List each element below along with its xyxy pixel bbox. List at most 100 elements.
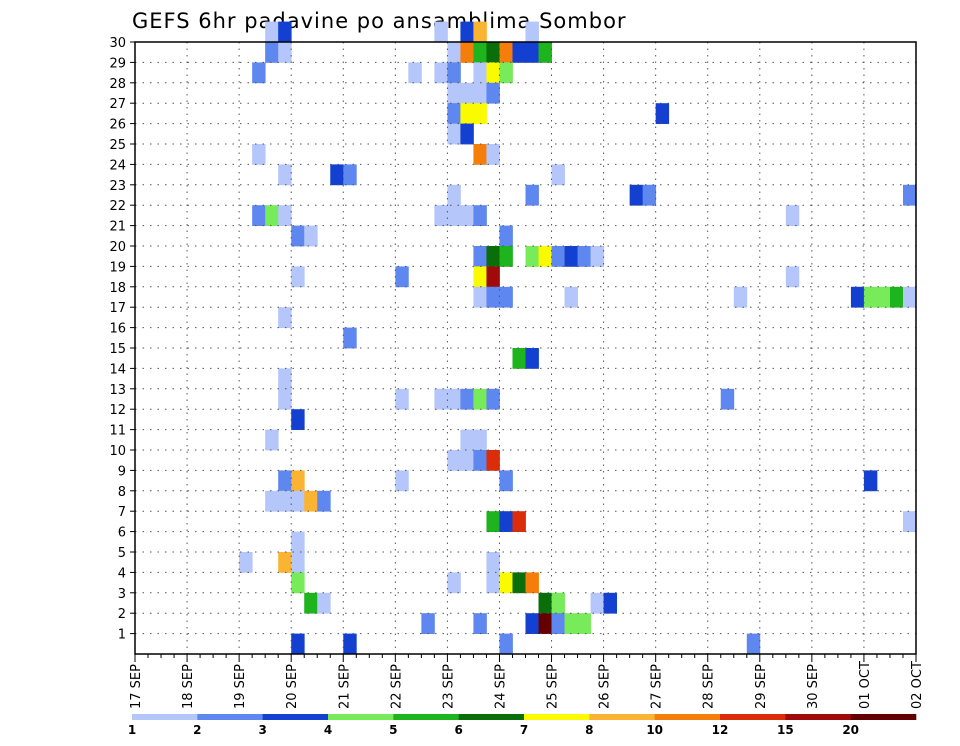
y-tick-label: 4 (118, 566, 126, 581)
heatmap-cell (473, 144, 487, 165)
y-tick-label: 7 (118, 505, 126, 520)
heatmap-cell (590, 246, 604, 267)
heatmap-cell (499, 633, 513, 655)
heatmap-cell (629, 184, 644, 206)
heatmap-cell (278, 470, 292, 492)
y-tick-label: 19 (109, 260, 126, 275)
heatmap-cell (304, 225, 318, 247)
heatmap-cell (538, 592, 552, 614)
y-axis: 1234567891011121314151617181920212223242… (109, 36, 135, 643)
heatmap-cell (551, 592, 565, 614)
heatmap-cell (278, 368, 292, 390)
colorbar-legend: 1 2 3 4 5 6 7 8 10 12 15 20 (128, 714, 917, 737)
x-tick-label: 27 SEP (650, 664, 665, 709)
colorbar-swatch (654, 714, 721, 720)
heatmap-cell (304, 490, 318, 512)
colorbar-swatch (393, 714, 459, 720)
heatmap-cell (460, 82, 474, 104)
heatmap-cell (551, 613, 565, 634)
heatmap-cell (434, 21, 448, 43)
colorbar-label: 8 (585, 723, 593, 737)
heatmap-cell (278, 552, 292, 573)
heatmap-cell (473, 450, 487, 471)
heatmap-cell (499, 42, 513, 63)
heatmap-cell (239, 552, 253, 573)
heatmap-cell (291, 633, 305, 655)
y-tick-label: 11 (109, 424, 126, 439)
heatmap-cell (447, 184, 461, 206)
heatmap-cell (447, 62, 461, 84)
heatmap-cell (538, 246, 552, 267)
heatmap-cell (447, 82, 461, 104)
colorbar-label: 1 (128, 723, 136, 737)
heatmap-cell (252, 144, 266, 165)
heatmap-cell (460, 388, 474, 410)
heatmap-cell (863, 470, 878, 492)
colorbar-label: 3 (258, 723, 266, 737)
x-tick-label: 24 SEP (493, 664, 508, 709)
colorbar-swatch (524, 714, 590, 720)
x-tick-label: 18 SEP (181, 664, 196, 709)
y-tick-label: 14 (109, 362, 126, 377)
x-tick-label: 23 SEP (441, 664, 456, 709)
heatmap-cell (252, 205, 266, 226)
heatmap-cell (291, 552, 305, 573)
x-tick-label: 01 OCT (858, 661, 873, 709)
colorbar-label: 2 (193, 723, 201, 737)
y-tick-label: 13 (109, 383, 126, 398)
colorbar-label: 6 (454, 723, 462, 737)
heatmap-cell (863, 286, 878, 308)
heatmap-cell (473, 613, 487, 634)
heatmap-cell (876, 286, 891, 308)
heatmap-cell (538, 613, 552, 634)
heatmap-cell (902, 286, 917, 308)
heatmap-cell (291, 470, 305, 492)
colorbar-swatch (197, 714, 263, 720)
heatmap-cell (278, 164, 292, 186)
heatmap-cell (278, 307, 292, 328)
heatmap-cell (889, 286, 904, 308)
heatmap-cell (525, 572, 539, 594)
heatmap-cell (473, 21, 487, 43)
heatmap-cell (265, 490, 279, 512)
heatmap-cell (512, 42, 526, 63)
heatmap-cell (278, 388, 292, 410)
heatmap-cell (655, 103, 670, 124)
x-tick-label: 02 OCT (910, 661, 925, 709)
heatmap-cell (473, 42, 487, 63)
heatmap-cell (486, 246, 500, 267)
x-tick-label: 21 SEP (337, 664, 352, 709)
y-tick-label: 26 (109, 118, 126, 133)
y-tick-label: 10 (109, 444, 126, 459)
heatmap-cell (473, 82, 487, 104)
heatmap-cell (317, 592, 331, 614)
heatmap-cells (239, 21, 917, 655)
y-tick-label: 22 (109, 199, 126, 214)
heatmap-cell (525, 348, 539, 369)
heatmap-cell (486, 572, 500, 594)
heatmap-cell (434, 62, 448, 84)
colorbar-swatch (132, 714, 198, 720)
heatmap-cell (590, 592, 604, 614)
heatmap-cell (278, 42, 292, 63)
heatmap-cell (343, 327, 357, 349)
heatmap-cell (486, 266, 500, 288)
y-tick-label: 8 (118, 485, 126, 500)
heatmap-cell (291, 266, 305, 288)
y-tick-label: 3 (118, 587, 126, 602)
heatmap-cell (564, 613, 578, 634)
heatmap-cell (473, 103, 487, 124)
y-tick-label: 2 (118, 607, 126, 622)
heatmap-cell (499, 225, 513, 247)
heatmap-cell (460, 42, 474, 63)
x-tick-label: 19 SEP (233, 664, 248, 709)
heatmap-cell (512, 572, 526, 594)
heatmap-cell (486, 388, 500, 410)
y-tick-label: 12 (109, 403, 126, 418)
colorbar-swatch (589, 714, 655, 720)
heatmap-cell (733, 286, 748, 308)
y-tick-label: 6 (118, 526, 126, 541)
heatmap-cell (395, 470, 409, 492)
y-tick-label: 17 (109, 301, 126, 316)
